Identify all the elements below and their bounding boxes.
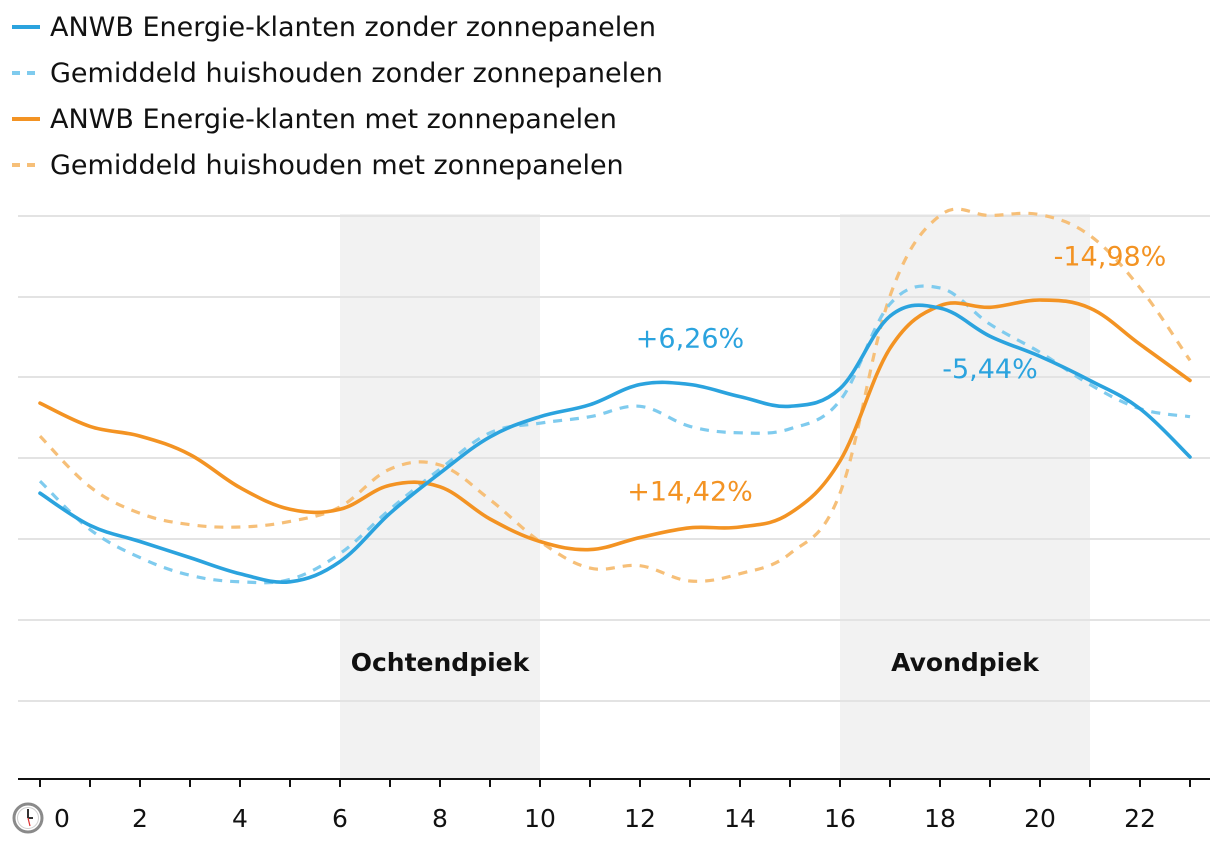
annotation-label: -14,98% bbox=[1054, 241, 1167, 272]
gridlines bbox=[18, 215, 1210, 702]
x-tick-label: 2 bbox=[132, 804, 148, 833]
x-tick-label: 10 bbox=[524, 804, 556, 833]
x-tick-label: 8 bbox=[432, 804, 448, 833]
x-tick-label: 6 bbox=[332, 804, 348, 833]
peak-label: Ochtendpiek bbox=[351, 648, 531, 677]
annotations: +6,26% -5,44% +14,42% -14,98% bbox=[627, 241, 1166, 507]
chart-legend: ANWB Energie-klanten zonder zonnepanelen… bbox=[12, 12, 663, 181]
series-line-4 bbox=[38, 207, 1192, 583]
legend-label: ANWB Energie-klanten zonder zonnepanelen bbox=[50, 12, 656, 43]
annotation-label: +14,42% bbox=[627, 476, 753, 507]
annotation-label: -5,44% bbox=[942, 354, 1038, 385]
x-axis: 0 2 4 6 8 10 12 14 16 18 20 22 bbox=[12, 778, 1210, 834]
peak-band bbox=[340, 214, 540, 779]
series-line-1 bbox=[38, 303, 1192, 585]
annotation-label: +6,26% bbox=[636, 324, 744, 355]
x-tick-label: 16 bbox=[824, 804, 856, 833]
x-tick-label: 0 bbox=[54, 804, 70, 833]
clock-icon bbox=[12, 802, 44, 834]
series-lines bbox=[38, 207, 1192, 585]
peak-bands: Ochtendpiek Avondpiek bbox=[340, 214, 1090, 779]
legend-label: Gemiddeld huishouden zonder zonnepanelen bbox=[50, 58, 663, 89]
peak-label: Avondpiek bbox=[891, 648, 1040, 677]
x-tick-label: 22 bbox=[1124, 804, 1156, 833]
legend-label: Gemiddeld huishouden met zonnepanelen bbox=[50, 150, 624, 181]
x-tick-label: 12 bbox=[624, 804, 656, 833]
legend-label: ANWB Energie-klanten met zonnepanelen bbox=[50, 104, 617, 135]
x-tick-label: 20 bbox=[1024, 804, 1056, 833]
x-tick-label: 18 bbox=[924, 804, 956, 833]
peak-band bbox=[840, 214, 1090, 779]
series-line-2 bbox=[38, 284, 1191, 585]
series-line-3 bbox=[38, 298, 1192, 552]
x-tick-label: 14 bbox=[724, 804, 756, 833]
x-tick-label: 4 bbox=[232, 804, 248, 833]
clock-hand-second bbox=[27, 817, 31, 827]
